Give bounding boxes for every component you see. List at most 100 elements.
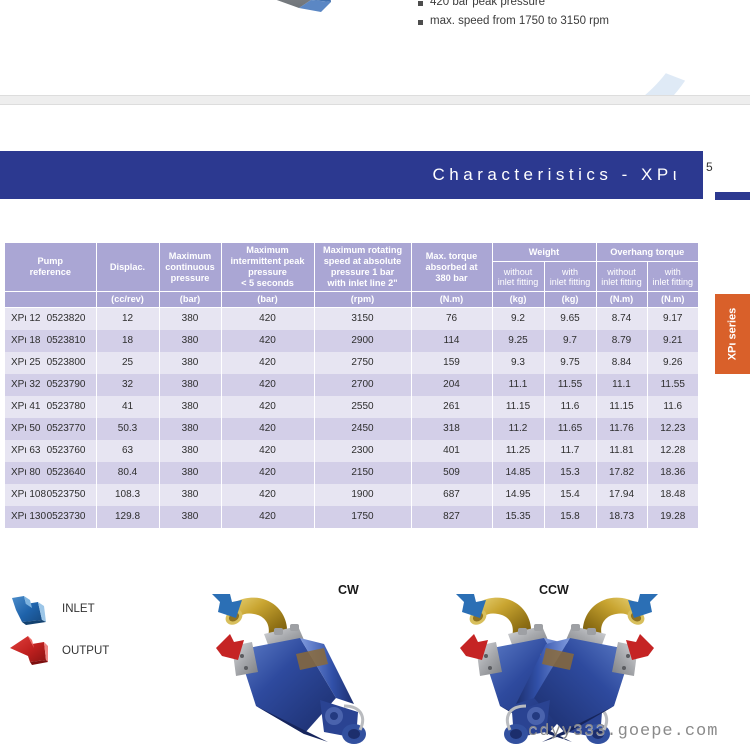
pump-cutaway-photo bbox=[276, 0, 331, 12]
cell-torque: 261 bbox=[411, 395, 493, 418]
th-unit-max-rotating-speed: (rpm) bbox=[314, 291, 412, 308]
table-row: XPι 25 0523800 25 380 420 2750 159 9.3 9.75 8.84 9… bbox=[5, 351, 699, 374]
th-unit-max-torque-absorbed: (N.m) bbox=[411, 291, 493, 308]
characteristics-table: Pump reference Displac. Maximum continuo… bbox=[5, 243, 699, 528]
th-weight-group-label: Weight bbox=[528, 246, 560, 257]
cell-rpm: 3150 bbox=[314, 307, 412, 330]
section-title-banner: Characteristics - XPι bbox=[0, 151, 703, 199]
bullet-square-icon bbox=[418, 1, 423, 6]
pump-reference-name: XPι 18 bbox=[11, 335, 41, 346]
th-overhang-torque-group: Overhang torque bbox=[596, 243, 699, 263]
cell-peak: 420 bbox=[221, 329, 315, 352]
th-max-continuous-pressure: Maximum continuous pressure bbox=[159, 243, 222, 292]
cell-rpm: 2450 bbox=[314, 417, 412, 440]
cell-rpm: 2750 bbox=[314, 351, 412, 374]
cell-w-without: 9.2 bbox=[492, 307, 545, 330]
cell-w-without: 11.2 bbox=[492, 417, 545, 440]
page-number: 5 bbox=[706, 160, 713, 174]
table-row: XPι 18 0523810 18 380 420 2900 114 9.25 9.7 8.79 9… bbox=[5, 329, 699, 352]
cell-w-without: 11.15 bbox=[492, 395, 545, 418]
cell-rpm: 2900 bbox=[314, 329, 412, 352]
pump-reference-name: XPι 50 bbox=[11, 423, 41, 434]
cell-pump-reference: XPι 32 0523790 bbox=[5, 373, 97, 396]
pump-reference-code: 0523760 bbox=[46, 445, 86, 456]
cell-w-with: 9.65 bbox=[544, 307, 597, 330]
th-unit-displacement: (cc/rev) bbox=[96, 291, 160, 308]
cell-oh-without: 18.73 bbox=[596, 505, 648, 528]
pump-reference-code: 0523790 bbox=[46, 379, 86, 390]
cell-cont: 380 bbox=[159, 505, 222, 528]
pump-reference-name: XPι 25 bbox=[11, 357, 41, 368]
cell-torque: 318 bbox=[411, 417, 493, 440]
cell-torque: 401 bbox=[411, 439, 493, 462]
table-units-row: (cc/rev) (bar) (bar) (rpm) (N.m) (kg) (k… bbox=[5, 291, 699, 308]
cell-displac: 80.4 bbox=[96, 461, 160, 484]
th-overhang-with-inlet-label: with inlet fitting bbox=[652, 266, 694, 287]
cell-cont: 380 bbox=[159, 439, 222, 462]
cell-torque: 509 bbox=[411, 461, 493, 484]
table-row: XPι 80 0523640 80.4 380 420 2150 509 14.85 15.3 1… bbox=[5, 461, 699, 484]
cell-w-without: 14.85 bbox=[492, 461, 545, 484]
table-row: XPι 63 0523760 63 380 420 2300 401 11.25 11.7 11.… bbox=[5, 439, 699, 462]
flow-legend: INLET OUTPUT bbox=[8, 588, 109, 672]
cell-w-with: 11.55 bbox=[544, 373, 597, 396]
cell-peak: 420 bbox=[221, 461, 315, 484]
th-pump-reference: Pump reference bbox=[5, 243, 97, 292]
th-unit-weight-with-inlet: (kg) bbox=[544, 291, 597, 308]
cell-pump-reference: XPι 12 0523820 bbox=[5, 307, 97, 330]
pump-reference-name: XPι 63 bbox=[11, 445, 41, 456]
table-row: XPι 50 0523770 50.3 380 420 2450 318 11.2 11.65 1… bbox=[5, 417, 699, 440]
cell-oh-with: 11.6 bbox=[647, 395, 699, 418]
cell-w-without: 11.25 bbox=[492, 439, 545, 462]
cell-w-with: 15.4 bbox=[544, 483, 597, 506]
header-image-strip: 420 bar peak pressure max. speed from 17… bbox=[0, 0, 750, 97]
table-row: XPι 130 0523730 129.8 380 420 1750 827 15.35 15.… bbox=[5, 505, 699, 528]
cell-oh-without: 11.81 bbox=[596, 439, 648, 462]
cell-oh-with: 9.26 bbox=[647, 351, 699, 374]
pump-reference-code: 0523800 bbox=[46, 357, 86, 368]
table-row: XPι 108 0523750 108.3 380 420 1900 687 14.95 15.… bbox=[5, 483, 699, 506]
th-weight-with-inlet: with inlet fitting bbox=[544, 261, 597, 292]
cell-oh-without: 8.74 bbox=[596, 307, 648, 330]
cell-displac: 129.8 bbox=[96, 505, 160, 528]
pump-reference-code: 0523810 bbox=[46, 335, 86, 346]
cell-pump-reference: XPι 41 0523780 bbox=[5, 395, 97, 418]
cell-oh-without: 11.15 bbox=[596, 395, 648, 418]
cell-rpm: 2550 bbox=[314, 395, 412, 418]
series-side-tab-label: XPι series bbox=[726, 307, 739, 361]
cell-peak: 420 bbox=[221, 351, 315, 374]
cell-w-with: 11.6 bbox=[544, 395, 597, 418]
pump-reference-code: 0523820 bbox=[46, 313, 86, 325]
th-unit-weight-without-inlet: (kg) bbox=[492, 291, 545, 308]
pump-image-ccw bbox=[452, 594, 658, 750]
cell-torque: 827 bbox=[411, 505, 493, 528]
cell-oh-without: 17.94 bbox=[596, 483, 648, 506]
cell-w-without: 9.3 bbox=[492, 351, 545, 374]
rotation-label-ccw: CCW bbox=[539, 583, 569, 597]
pump-reference-code: 0523770 bbox=[46, 423, 86, 434]
cell-pump-reference: XPι 108 0523750 bbox=[5, 483, 97, 506]
cell-w-with: 15.3 bbox=[544, 461, 597, 484]
th-overhang-without-inlet: without inlet fitting bbox=[596, 261, 648, 292]
cell-pump-reference: XPι 18 0523810 bbox=[5, 329, 97, 352]
bullet-item: 420 bar peak pressure bbox=[418, 0, 738, 9]
cell-peak: 420 bbox=[221, 439, 315, 462]
th-max-rotating-speed: Maximum rotating speed at absolute press… bbox=[314, 243, 412, 292]
cell-rpm: 2300 bbox=[314, 439, 412, 462]
th-unit-overhang-with-inlet: (N.m) bbox=[647, 291, 699, 308]
characteristics-table-body: XPι 12 0523820 12 380 420 3150 76 9.2 9.65 8.74 9.… bbox=[5, 307, 699, 528]
pump-reference-code: 0523730 bbox=[46, 511, 86, 522]
cell-displac: 41 bbox=[96, 395, 160, 418]
cell-pump-reference: XPι 50 0523770 bbox=[5, 417, 97, 440]
th-unit-pump-reference bbox=[5, 291, 97, 308]
cell-oh-with: 18.48 bbox=[647, 483, 699, 506]
pump-reference-name: XPι 32 bbox=[11, 379, 41, 390]
cell-cont: 380 bbox=[159, 395, 222, 418]
series-side-tab[interactable]: XPι series bbox=[715, 294, 750, 374]
cell-cont: 380 bbox=[159, 307, 222, 330]
cell-peak: 420 bbox=[221, 395, 315, 418]
th-overhang-without-inlet-label: without inlet fitting bbox=[601, 266, 642, 287]
cell-peak: 420 bbox=[221, 373, 315, 396]
cell-cont: 380 bbox=[159, 351, 222, 374]
legend-label-output: OUTPUT bbox=[62, 645, 110, 657]
